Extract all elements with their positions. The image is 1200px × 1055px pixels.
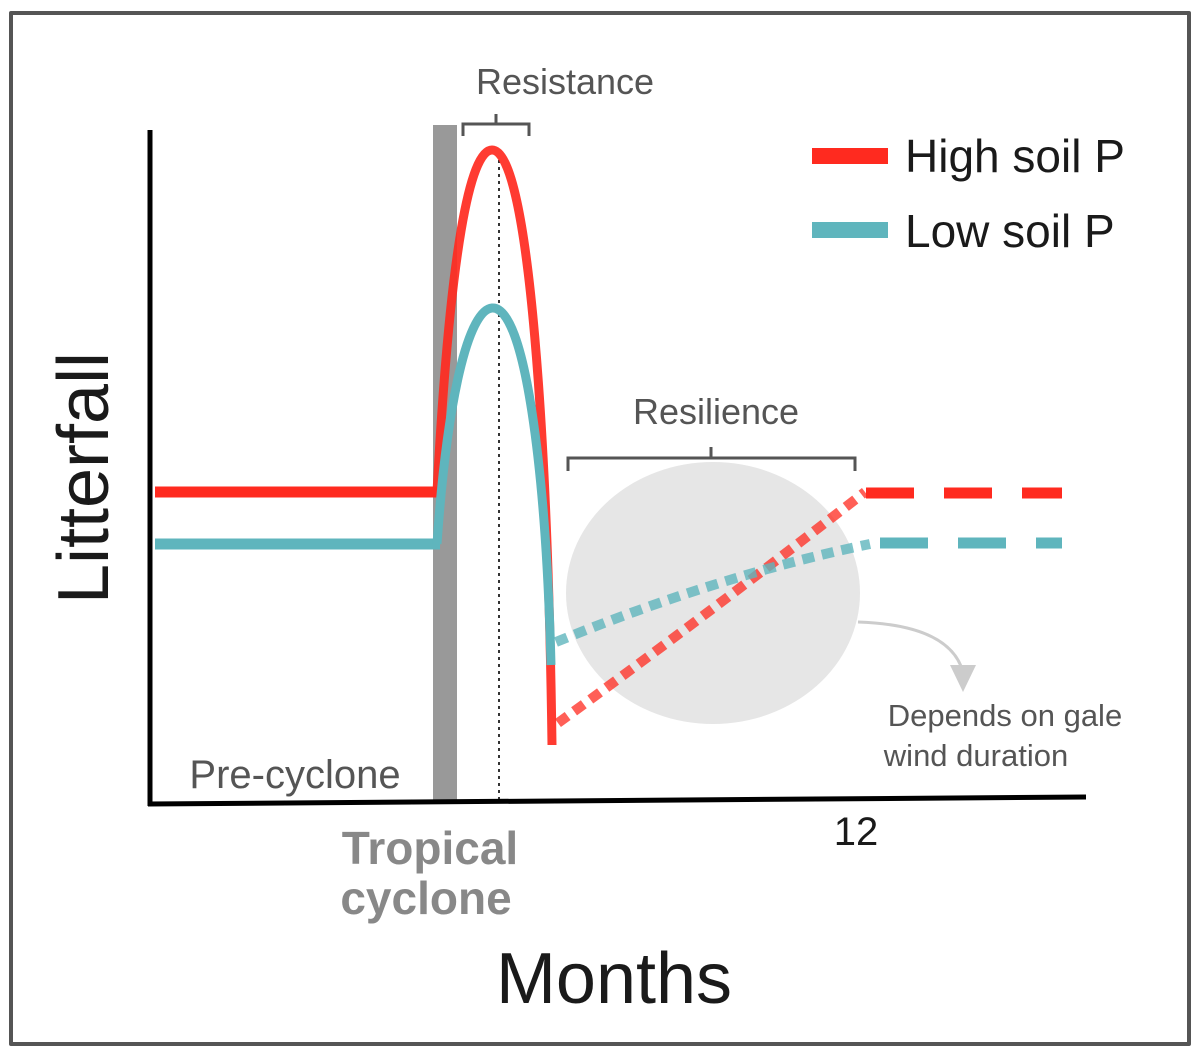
low-soil-p-recovery-line	[554, 539, 872, 647]
high-soil-p-recovery-line	[555, 488, 869, 728]
legend-label-low-soil-p: Low soil P	[905, 205, 1115, 257]
annotation-arrow-head	[950, 665, 976, 692]
low-soil-p-peak-curve	[432, 303, 556, 666]
cyclone-label-line2: cyclone	[340, 872, 511, 924]
x-axis	[147, 794, 1087, 807]
resilience-bracket	[566, 447, 857, 471]
annotation-line1: Depends on gale	[888, 698, 1122, 733]
x-tick-label-12: 12	[834, 810, 879, 854]
resilience-label: Resilience	[633, 391, 799, 432]
annotation-line2: wind duration	[883, 738, 1068, 773]
resistance-bracket	[461, 114, 531, 136]
cyclone-label-line1: Tropical	[342, 822, 518, 874]
legend-label-high-soil-p: High soil P	[905, 130, 1125, 182]
x-axis-label: Months	[496, 939, 732, 1019]
y-axis-label: Litterfall	[44, 352, 124, 604]
annotation-arrow	[857, 620, 965, 673]
pre-cyclone-label: Pre-cyclone	[189, 753, 400, 797]
resistance-label: Resistance	[476, 61, 654, 102]
